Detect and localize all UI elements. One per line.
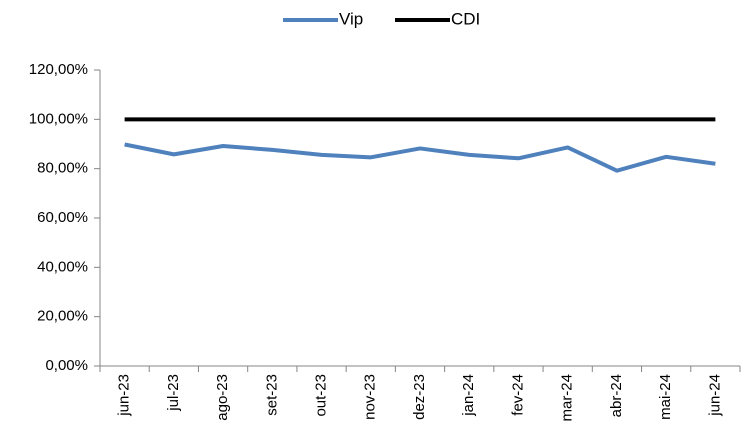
y-tick-label: 120,00% (29, 61, 88, 78)
x-tick-label: fev-24 (509, 374, 526, 416)
y-tick-label: 0,00% (45, 357, 88, 374)
y-tick-label: 60,00% (37, 209, 88, 226)
legend-label: Vip (339, 9, 363, 28)
x-tick-label: jun-23 (116, 374, 133, 417)
x-tick-label: out-23 (313, 374, 330, 417)
x-tick-label: dez-23 (411, 374, 428, 420)
y-tick-label: 40,00% (37, 258, 88, 275)
y-tick-label: 80,00% (37, 160, 88, 177)
y-tick-label: 20,00% (37, 308, 88, 325)
x-tick-label: mai-24 (657, 374, 674, 420)
x-tick-label: jun-24 (706, 374, 723, 417)
x-tick-label: abr-24 (608, 374, 625, 417)
line-series (124, 142, 716, 173)
x-tick-label: jul-23 (165, 374, 182, 412)
x-tick-label: jan-24 (460, 374, 477, 417)
x-tick-label: nov-23 (362, 374, 379, 420)
y-tick-label: 100,00% (29, 110, 88, 127)
x-tick-label: mar-24 (559, 374, 576, 422)
x-tick-label: set-23 (263, 374, 280, 416)
legend-label: CDI (451, 9, 480, 28)
x-tick-label: ago-23 (214, 374, 231, 421)
